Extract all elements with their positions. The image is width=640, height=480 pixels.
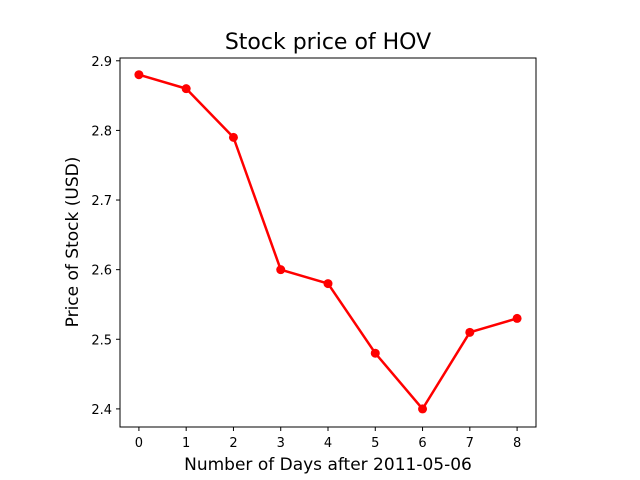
y-tick-label: 2.5 xyxy=(91,333,112,348)
data-point xyxy=(512,313,522,323)
data-point xyxy=(370,348,380,358)
data-point xyxy=(418,404,428,414)
y-axis: 2.4 2.5 2.6 2.7 2.8 2.9 xyxy=(91,55,120,418)
x-axis-label: Number of Days after 2011-05-06 xyxy=(184,455,472,475)
x-tick-label: 8 xyxy=(513,436,521,451)
data-point xyxy=(181,84,191,94)
x-tick-label: 1 xyxy=(182,436,190,451)
y-axis-label: Price of Stock (USD) xyxy=(63,157,83,328)
data-point xyxy=(465,327,475,337)
x-tick-label: 3 xyxy=(277,436,285,451)
y-tick-label: 2.4 xyxy=(91,403,112,418)
y-tick-label: 2.7 xyxy=(91,194,112,209)
plot-area-frame xyxy=(119,57,537,428)
data-point xyxy=(134,70,144,80)
x-tick-label: 6 xyxy=(418,436,426,451)
series-line xyxy=(138,73,518,411)
x-tick-label: 7 xyxy=(466,436,474,451)
data-point xyxy=(323,279,333,289)
y-tick-label: 2.9 xyxy=(91,55,112,70)
y-tick-label: 2.8 xyxy=(91,124,112,139)
data-point xyxy=(228,132,238,142)
y-tick-label: 2.6 xyxy=(91,264,112,279)
chart-title: Stock price of HOV xyxy=(225,30,431,55)
x-axis: 0 1 2 3 4 5 6 7 8 xyxy=(135,427,521,451)
x-tick-label: 2 xyxy=(229,436,237,451)
x-tick-label: 5 xyxy=(371,436,379,451)
data-point xyxy=(276,265,286,275)
series-layer xyxy=(134,70,522,414)
x-tick-label: 4 xyxy=(324,436,332,451)
x-tick-label: 0 xyxy=(135,436,143,451)
